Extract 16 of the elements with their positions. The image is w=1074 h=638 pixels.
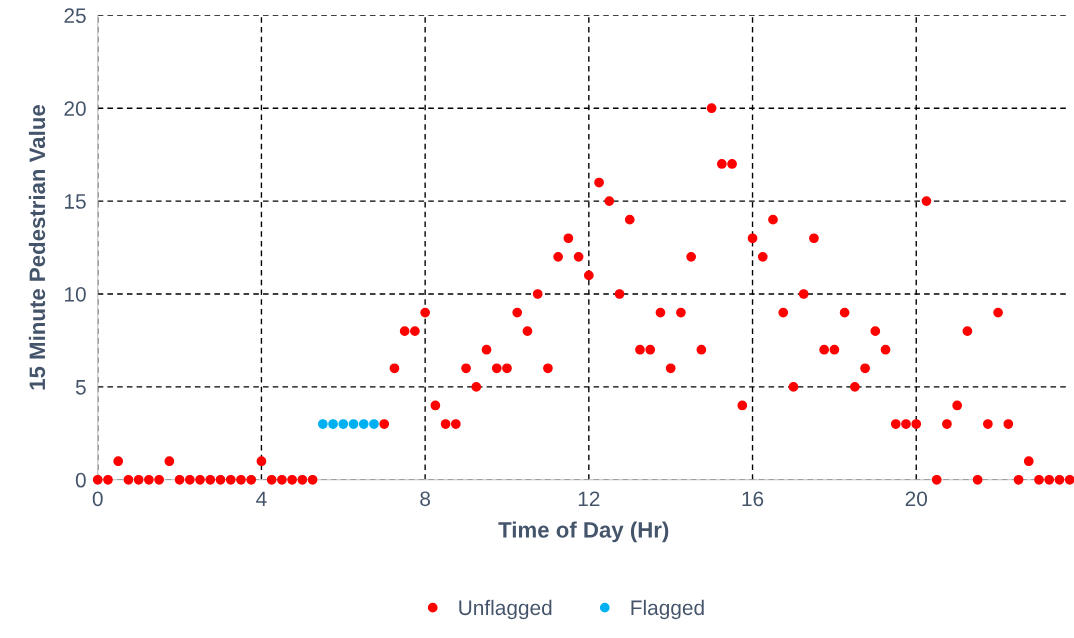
y-axis-title: 15 Minute Pedestrian Value [28,105,46,390]
y-tick-label: 5 [75,380,86,395]
x-tick-label: 0 [92,491,103,507]
legend-label: Flagged [631,599,704,620]
y-tick-label: 10 [65,286,86,302]
y-tick-label: 15 [65,194,86,209]
x-tick-label: 4 [256,491,267,506]
x-axis-title: Time of Day (Hr) [498,521,669,543]
legend-label: Unflagged [459,599,552,620]
x-tick-label: 8 [420,491,431,507]
y-tick-label: 20 [64,101,86,116]
x-tick-label: 20 [905,491,928,507]
y-tick-label: 25 [64,8,86,24]
x-tick-label: 12 [578,491,600,506]
y-tick-label: 0 [75,472,86,488]
x-tick-label: 16 [742,491,764,507]
